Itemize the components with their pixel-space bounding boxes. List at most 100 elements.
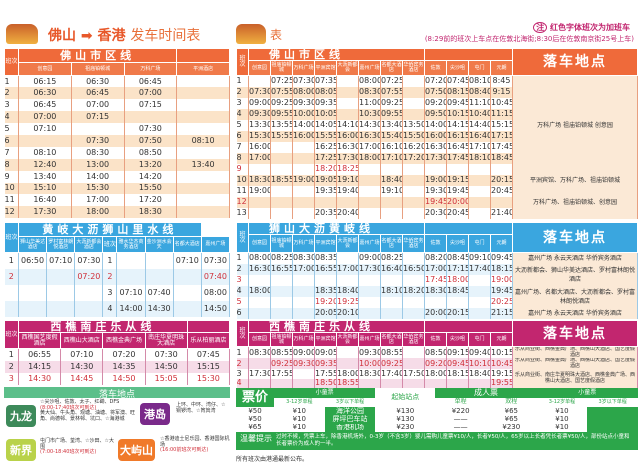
time-cell — [145, 269, 174, 286]
time-cell: 09:35 — [314, 97, 337, 109]
time-cell — [248, 75, 271, 87]
stop-header: 名都大酒店 — [380, 332, 403, 347]
time-cell: 09:00 — [292, 346, 315, 358]
no-header: 班次 — [4, 222, 19, 253]
time-cell: 08:30 — [292, 252, 315, 264]
time-cell — [358, 296, 381, 308]
time-cell — [270, 141, 293, 153]
time-cell — [424, 296, 447, 308]
stop-header: 金沙洲水会天 — [144, 236, 174, 253]
time-cell: 09:50 — [424, 108, 447, 120]
time-cell: 17:30 — [336, 152, 359, 164]
time-cell — [46, 301, 76, 317]
hk-stop-header: 尖沙咀 — [446, 332, 469, 347]
time-cell: 07:50 — [124, 134, 178, 147]
stop-header: 嘉州广场 — [200, 236, 231, 253]
stop-header: 平洲酒店 — [176, 62, 230, 76]
time-cell: 07:00 — [71, 99, 125, 112]
stop-header: 创意园 — [248, 60, 271, 76]
table-row: 2 07:30 07:55 08:00 08:05 08:30 07:55 07:50 08:1… — [236, 86, 638, 98]
time-cell: 07:25 — [380, 75, 403, 87]
region-island: 港岛 — [140, 403, 170, 425]
time-cell: 15:30 — [248, 130, 271, 142]
time-cell: 17:50 — [402, 369, 425, 379]
time-cell: 13:30 — [248, 119, 271, 131]
time-cell: 19:10 — [336, 174, 359, 186]
dropoff-cell: 乐从商业街、西樵金典广场、西樵山大酒店、国艺度假酒店 — [512, 358, 638, 369]
time-cell — [424, 378, 447, 388]
time-cell: 20:30 — [424, 207, 447, 219]
hk-stop-header: 屯门 — [468, 332, 491, 347]
time-cell — [336, 274, 359, 286]
dropoff-cell: 乐从商业街、南庄华夏明珠大酒店、西樵金典广场、西樵山大酒店、国艺度假酒店 — [512, 369, 638, 388]
time-cell: 17:45 — [490, 141, 513, 153]
time-cell: 16:20 — [402, 141, 425, 153]
time-cell: 20:35 — [314, 207, 337, 219]
table-row: 6 07:30 07:50 08:10 — [4, 134, 230, 147]
time-cell: 14:00 — [424, 119, 447, 131]
trip-number: 5 — [4, 123, 19, 135]
tip-text: 过时不候，凭票上车，除香港机场外，0-3岁（不含3岁）婴儿需购儿童票¥10/人，… — [276, 434, 630, 448]
dropoff-cell: 嘉州广场、名都大酒店、大沥新都会、罗村富林朗悦酒店 — [512, 285, 638, 308]
time-cell: 07:10 — [46, 252, 76, 270]
time-cell — [270, 185, 293, 197]
table-row: 10 18:30 18:55 19:00 19:05 19:10 18:40 19:00 19:… — [236, 174, 638, 186]
time-cell: 11:10 — [468, 97, 491, 109]
time-cell — [380, 307, 403, 319]
kowloon-more: 黄大仙、牛头角、观塘、油塘、将军澳、旺角、尚德邨、景林邨、坑口、☆海港城 — [40, 410, 136, 422]
time-cell: 06:45 — [71, 87, 125, 100]
trip-number: 4 — [236, 285, 249, 297]
time-cell: 19:00 — [424, 174, 447, 186]
trip-number: 8 — [4, 158, 19, 171]
price-cell: ¥50 — [236, 407, 274, 416]
time-cell: 16:40 — [18, 194, 72, 207]
time-cell — [292, 185, 315, 197]
time-cell — [145, 252, 174, 270]
stop-header: 名都大酒店 — [380, 234, 403, 253]
time-cell — [270, 152, 293, 164]
child-under3-header: 3岁以下单程 — [324, 397, 376, 408]
time-cell — [490, 196, 513, 208]
trip-number: 13 — [236, 207, 249, 219]
time-cell: 17:55 — [270, 369, 293, 379]
time-cell: 07:10 — [116, 285, 146, 302]
time-cell — [358, 163, 381, 175]
time-cell — [18, 269, 48, 286]
price-cell: ¥65 — [485, 415, 537, 424]
note-badge: 注 — [533, 22, 548, 33]
no-header: 班次 — [236, 320, 249, 347]
stop-header: 名都大酒店 — [172, 236, 202, 253]
time-cell: 13:55 — [270, 119, 293, 131]
time-cell: 15:10 — [18, 182, 72, 195]
time-cell: 08:25 — [380, 252, 403, 264]
time-cell: 12:40 — [18, 158, 72, 171]
stop-header: 万科广场 — [292, 332, 315, 347]
time-cell: 11:00 — [358, 97, 381, 109]
time-cell: 18:25 — [336, 163, 359, 175]
stop-header: 万科广场 — [292, 60, 315, 76]
price-cell: ¥130 — [375, 407, 436, 416]
trip-number: 2 — [4, 87, 19, 100]
lantau-time: (16:00前班次可到达) — [160, 447, 209, 453]
time-cell: 09:55 — [270, 108, 293, 120]
time-cell: 09:30 — [248, 108, 271, 120]
time-cell — [74, 301, 104, 317]
time-cell — [292, 152, 315, 164]
time-cell: 07:30 — [248, 86, 271, 98]
time-cell: 15:15 — [187, 361, 231, 374]
time-cell: 16:30 — [248, 263, 271, 275]
time-cell — [336, 346, 359, 358]
right-blue-table: 班次 狮山大沥黄岐线 落车地点 创意园 祖庙铂顿城 万科广场 平洲宾馆 大沥新都会 嘉州广场 名都… — [236, 222, 638, 319]
table-row: 1 06:50 07:10 07:30 1 07:10 07:30 — [4, 252, 231, 270]
price-cell: ¥10 — [536, 423, 588, 432]
time-cell: 20:15 — [446, 307, 469, 319]
trip-number: 12 — [4, 206, 19, 219]
stop-header: 大沥新都会 — [336, 332, 359, 347]
time-cell: 06:30 — [71, 75, 125, 88]
table-row: 7 16:00 16:25 16:30 17:00 16:10 16:20 16:30 16:4… — [236, 141, 638, 153]
time-cell: 17:30 — [18, 206, 72, 219]
time-cell — [402, 296, 425, 308]
price-row: ¥50 ¥10 海洋公园 ¥130 ¥220 ¥65 ¥10 — [236, 407, 638, 416]
hk-stop-header: 佐敦 — [424, 332, 447, 347]
price-cell: ¥230 — [375, 423, 436, 432]
